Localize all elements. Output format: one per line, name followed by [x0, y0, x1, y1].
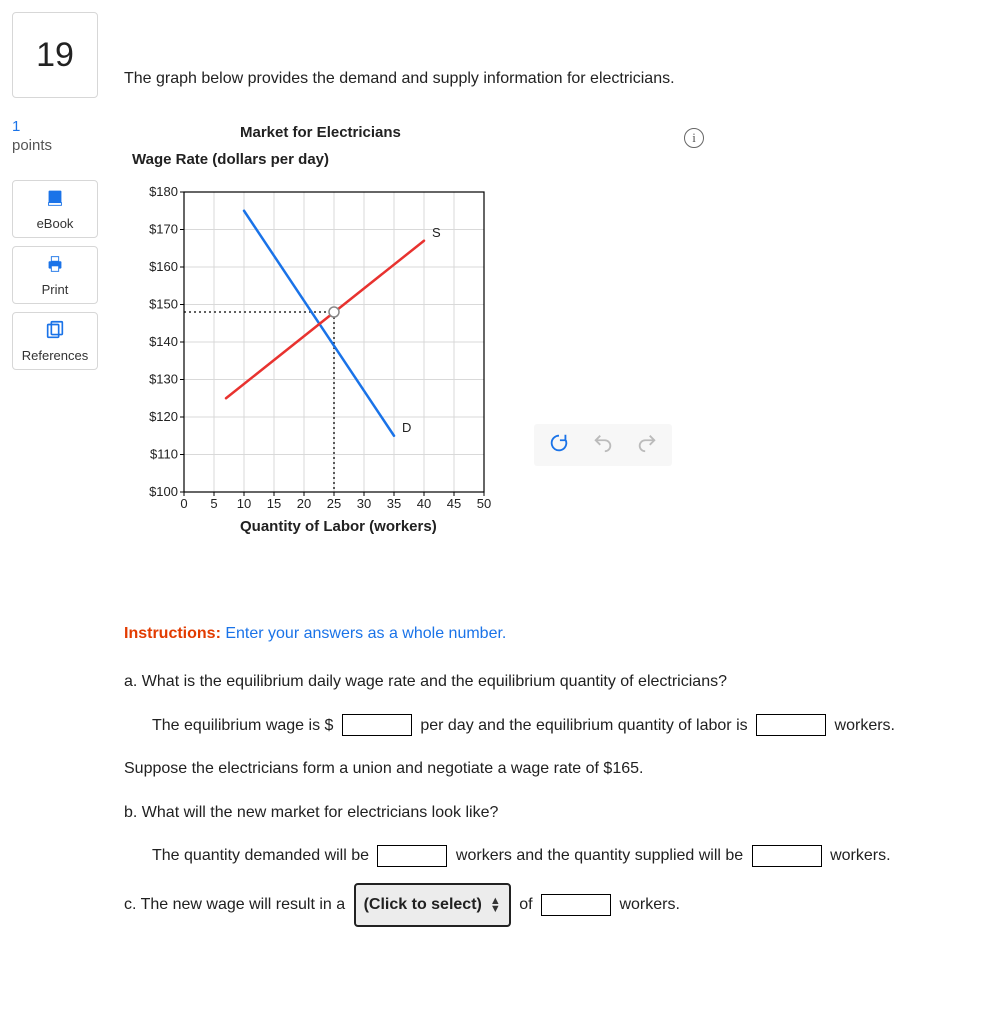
- question-number-box: 19: [12, 12, 98, 98]
- ebook-button[interactable]: eBook: [12, 180, 98, 238]
- svg-text:20: 20: [297, 496, 311, 511]
- question-page: 19 1 points eBook Print References The g…: [12, 12, 984, 937]
- chart-ylabel: Wage Rate (dollars per day): [132, 151, 984, 168]
- svg-text:30: 30: [357, 496, 371, 511]
- print-button[interactable]: Print: [12, 246, 98, 304]
- book-icon: [44, 187, 66, 212]
- svg-text:45: 45: [447, 496, 461, 511]
- svg-text:$180: $180: [149, 184, 178, 199]
- qs-input[interactable]: [752, 845, 822, 867]
- instructions-label: Instructions:: [124, 625, 221, 642]
- svg-text:$110: $110: [150, 447, 178, 462]
- qa-a-text3: workers.: [835, 717, 895, 734]
- qa-a-answer: The equilibrium wage is $ per day and th…: [124, 709, 984, 743]
- qa-c-answer: c. The new wage will result in a (Click …: [124, 883, 984, 927]
- qa-b-text3: workers.: [830, 847, 890, 864]
- left-sidebar: 19 1 points eBook Print References: [12, 12, 110, 378]
- reference-icon: [44, 319, 66, 344]
- question-number: 19: [36, 36, 74, 75]
- svg-text:$100: $100: [149, 484, 178, 499]
- qa-a-text1: The equilibrium wage is $: [152, 717, 333, 734]
- qa-suppose: Suppose the electricians form a union an…: [124, 752, 984, 786]
- qd-input[interactable]: [377, 845, 447, 867]
- reference-button[interactable]: References: [12, 312, 98, 370]
- gap-input[interactable]: [541, 894, 611, 916]
- svg-text:25: 25: [327, 496, 341, 511]
- print-icon: [44, 253, 66, 278]
- redo-icon[interactable]: [636, 432, 658, 458]
- info-icon[interactable]: i: [684, 128, 704, 148]
- svg-text:50: 50: [477, 496, 491, 511]
- instructions-text: Enter your answers as a whole number.: [221, 625, 506, 642]
- svg-text:40: 40: [417, 496, 431, 511]
- reference-label: References: [22, 348, 88, 363]
- qa-a-prompt: a. What is the equilibrium daily wage ra…: [124, 665, 984, 699]
- undo-icon[interactable]: [592, 432, 614, 458]
- result-select[interactable]: (Click to select) ▲▼: [354, 883, 511, 927]
- qa-b-text2: workers and the quantity supplied will b…: [456, 847, 748, 864]
- main-content: The graph below provides the demand and …: [124, 12, 984, 937]
- svg-text:S: S: [432, 225, 441, 240]
- qa-b-text1: The quantity demanded will be: [152, 847, 373, 864]
- print-label: Print: [42, 282, 69, 297]
- qa-c-text1: c. The new wage will result in a: [124, 896, 350, 913]
- chart-controls: [534, 424, 672, 466]
- qa-c-text3: workers.: [619, 896, 679, 913]
- points-label: points: [12, 137, 110, 154]
- chevron-updown-icon: ▲▼: [490, 897, 501, 913]
- qa-b-prompt: b. What will the new market for electric…: [124, 796, 984, 830]
- quantity-input[interactable]: [756, 714, 826, 736]
- svg-text:D: D: [402, 420, 411, 435]
- chart-xlabel: Quantity of Labor (workers): [240, 518, 984, 535]
- svg-text:15: 15: [267, 496, 281, 511]
- select-placeholder: (Click to select): [364, 888, 482, 922]
- chart-region: Market for Electricians i Wage Rate (dol…: [124, 124, 984, 535]
- svg-text:35: 35: [387, 496, 401, 511]
- qa-c-text2: of: [519, 896, 537, 913]
- chart-title: Market for Electricians: [240, 124, 401, 141]
- points-value: 1: [12, 118, 110, 135]
- intro-text: The graph below provides the demand and …: [124, 70, 984, 88]
- chart-canvas: $100 $110 $120 $130 $140 $150 $160 $170 $180 0 5 10…: [124, 172, 524, 512]
- svg-text:$140: $140: [149, 334, 178, 349]
- svg-text:$150: $150: [149, 297, 178, 312]
- svg-text:$170: $170: [149, 222, 178, 237]
- svg-text:5: 5: [210, 496, 217, 511]
- svg-text:$160: $160: [149, 259, 178, 274]
- qa-b-answer: The quantity demanded will be workers an…: [124, 839, 984, 873]
- svg-text:$130: $130: [149, 372, 178, 387]
- svg-text:0: 0: [180, 496, 187, 511]
- svg-text:$120: $120: [149, 409, 178, 424]
- instructions: Instructions: Enter your answers as a wh…: [124, 625, 984, 643]
- wage-input[interactable]: [342, 714, 412, 736]
- ebook-label: eBook: [37, 216, 74, 231]
- reset-icon[interactable]: [548, 432, 570, 458]
- qa-a-text2: per day and the equilibrium quantity of …: [420, 717, 752, 734]
- svg-text:10: 10: [237, 496, 251, 511]
